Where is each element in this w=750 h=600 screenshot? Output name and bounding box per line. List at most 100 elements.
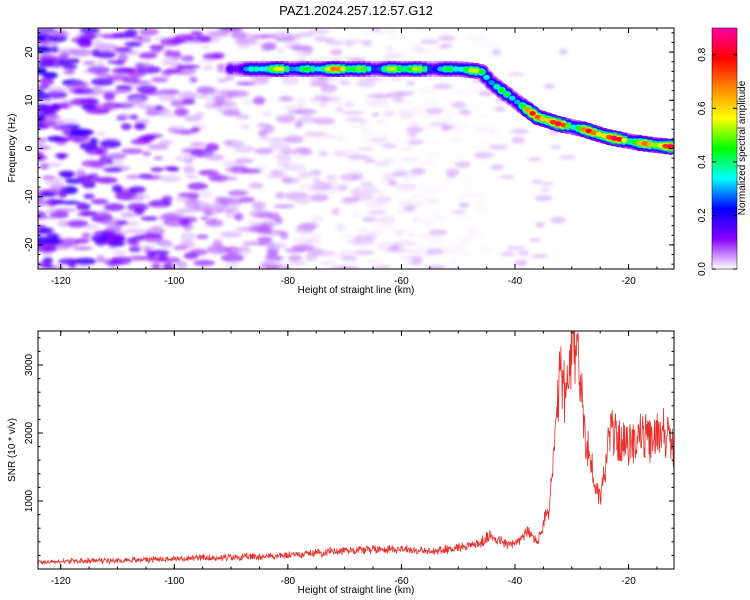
noise-blob [175,63,185,73]
noise-blob [92,38,104,48]
noise-blob [276,48,286,54]
noise-blob [260,42,277,51]
noise-blob [204,103,222,109]
noise-blob [540,182,554,186]
noise-blob [443,178,455,183]
noise-blob [56,137,71,142]
noise-blob [103,203,125,212]
noise-blob [355,79,376,88]
noise-blob [205,96,216,104]
noise-blob [225,262,240,269]
noise-blob [112,250,128,256]
ridge-segment [575,125,582,131]
noise-blob [334,107,344,112]
snr-x-ticks: -120 -100 -80 -60 -40 -20 [51,331,658,587]
noise-blob [501,251,516,257]
noise-blob [158,112,179,118]
noise-blob [389,245,400,252]
snr-x-axis-label: Height of straight line (km) [298,585,415,596]
noise-blob [273,37,296,42]
ridge-segment [422,66,429,72]
noise-blob [370,229,384,237]
noise-blob [459,109,471,116]
noise-blob [425,203,442,209]
noise-blob [266,172,288,180]
noise-blob [95,131,106,136]
noise-blob [151,77,169,83]
ridge-segment [253,66,260,72]
noise-blob [44,114,62,120]
x-tick-label: -80 [281,576,296,587]
noise-blob [128,246,142,252]
noise-blob [382,144,397,149]
x-tick-label: -60 [394,576,409,587]
noise-blob [83,60,96,66]
noise-blob [491,49,502,56]
noise-blob [185,174,200,179]
ridge-segment [432,66,439,72]
noise-blob [69,128,93,136]
ridge-segment [473,68,480,74]
noise-blob [266,249,279,257]
noise-blob [407,139,424,145]
y-tick-label: -20 [24,237,35,252]
noise-blob [295,199,308,205]
noise-blob [367,209,387,215]
noise-blob [543,83,556,89]
noise-blob [457,239,469,248]
noise-blob [409,261,423,266]
noise-blob [138,173,153,179]
noise-blob [559,48,568,55]
noise-blob [183,40,203,45]
noise-blob [345,116,365,123]
noise-blob [204,152,218,160]
ridge-segment [478,69,485,75]
noise-blob [85,108,110,115]
noise-blob [400,157,419,163]
noise-blob [135,62,151,69]
noise-blob [128,186,146,194]
noise-blob [388,34,399,41]
noise-blob [392,139,408,145]
noise-blob [281,76,300,85]
noise-blob [346,154,366,160]
noise-blob [266,137,288,143]
noise-blob [217,105,240,115]
noise-blob [234,145,256,153]
ridge-segment [396,66,404,72]
noise-blob [104,152,128,158]
noise-blob [517,250,530,256]
noise-blob [91,86,103,95]
noise-blob [222,161,245,166]
noise-blob [228,91,246,97]
noise-blob [473,197,488,205]
noise-blob [293,151,308,158]
noise-blob [99,139,122,149]
y-tick-label: -10 [24,189,35,204]
noise-blob [254,147,274,155]
noise-blob [446,198,458,202]
noise-blob [38,67,47,75]
noise-blob [206,248,219,253]
noise-blob [160,241,175,249]
noise-blob [103,92,116,101]
noise-blob [49,184,67,191]
colorbar-label: Normalized spectral amplitude [737,80,748,215]
ridge-segment [636,140,644,146]
noise-blob [57,153,66,160]
noise-blob [110,256,132,265]
noise-blob [398,108,411,117]
noise-blob [229,140,246,147]
ridge-segment [462,67,470,73]
noise-blob [147,201,164,208]
colorbar-tick-label: 0.0 [697,262,708,276]
noise-blob [384,45,395,52]
noise-blob [371,28,381,32]
noise-blob [266,230,287,236]
noise-blob [280,177,301,184]
noise-blob [388,179,398,187]
noise-blob [296,48,314,57]
noise-blob [362,40,373,47]
noise-blob [320,84,338,93]
noise-blob [38,34,47,42]
